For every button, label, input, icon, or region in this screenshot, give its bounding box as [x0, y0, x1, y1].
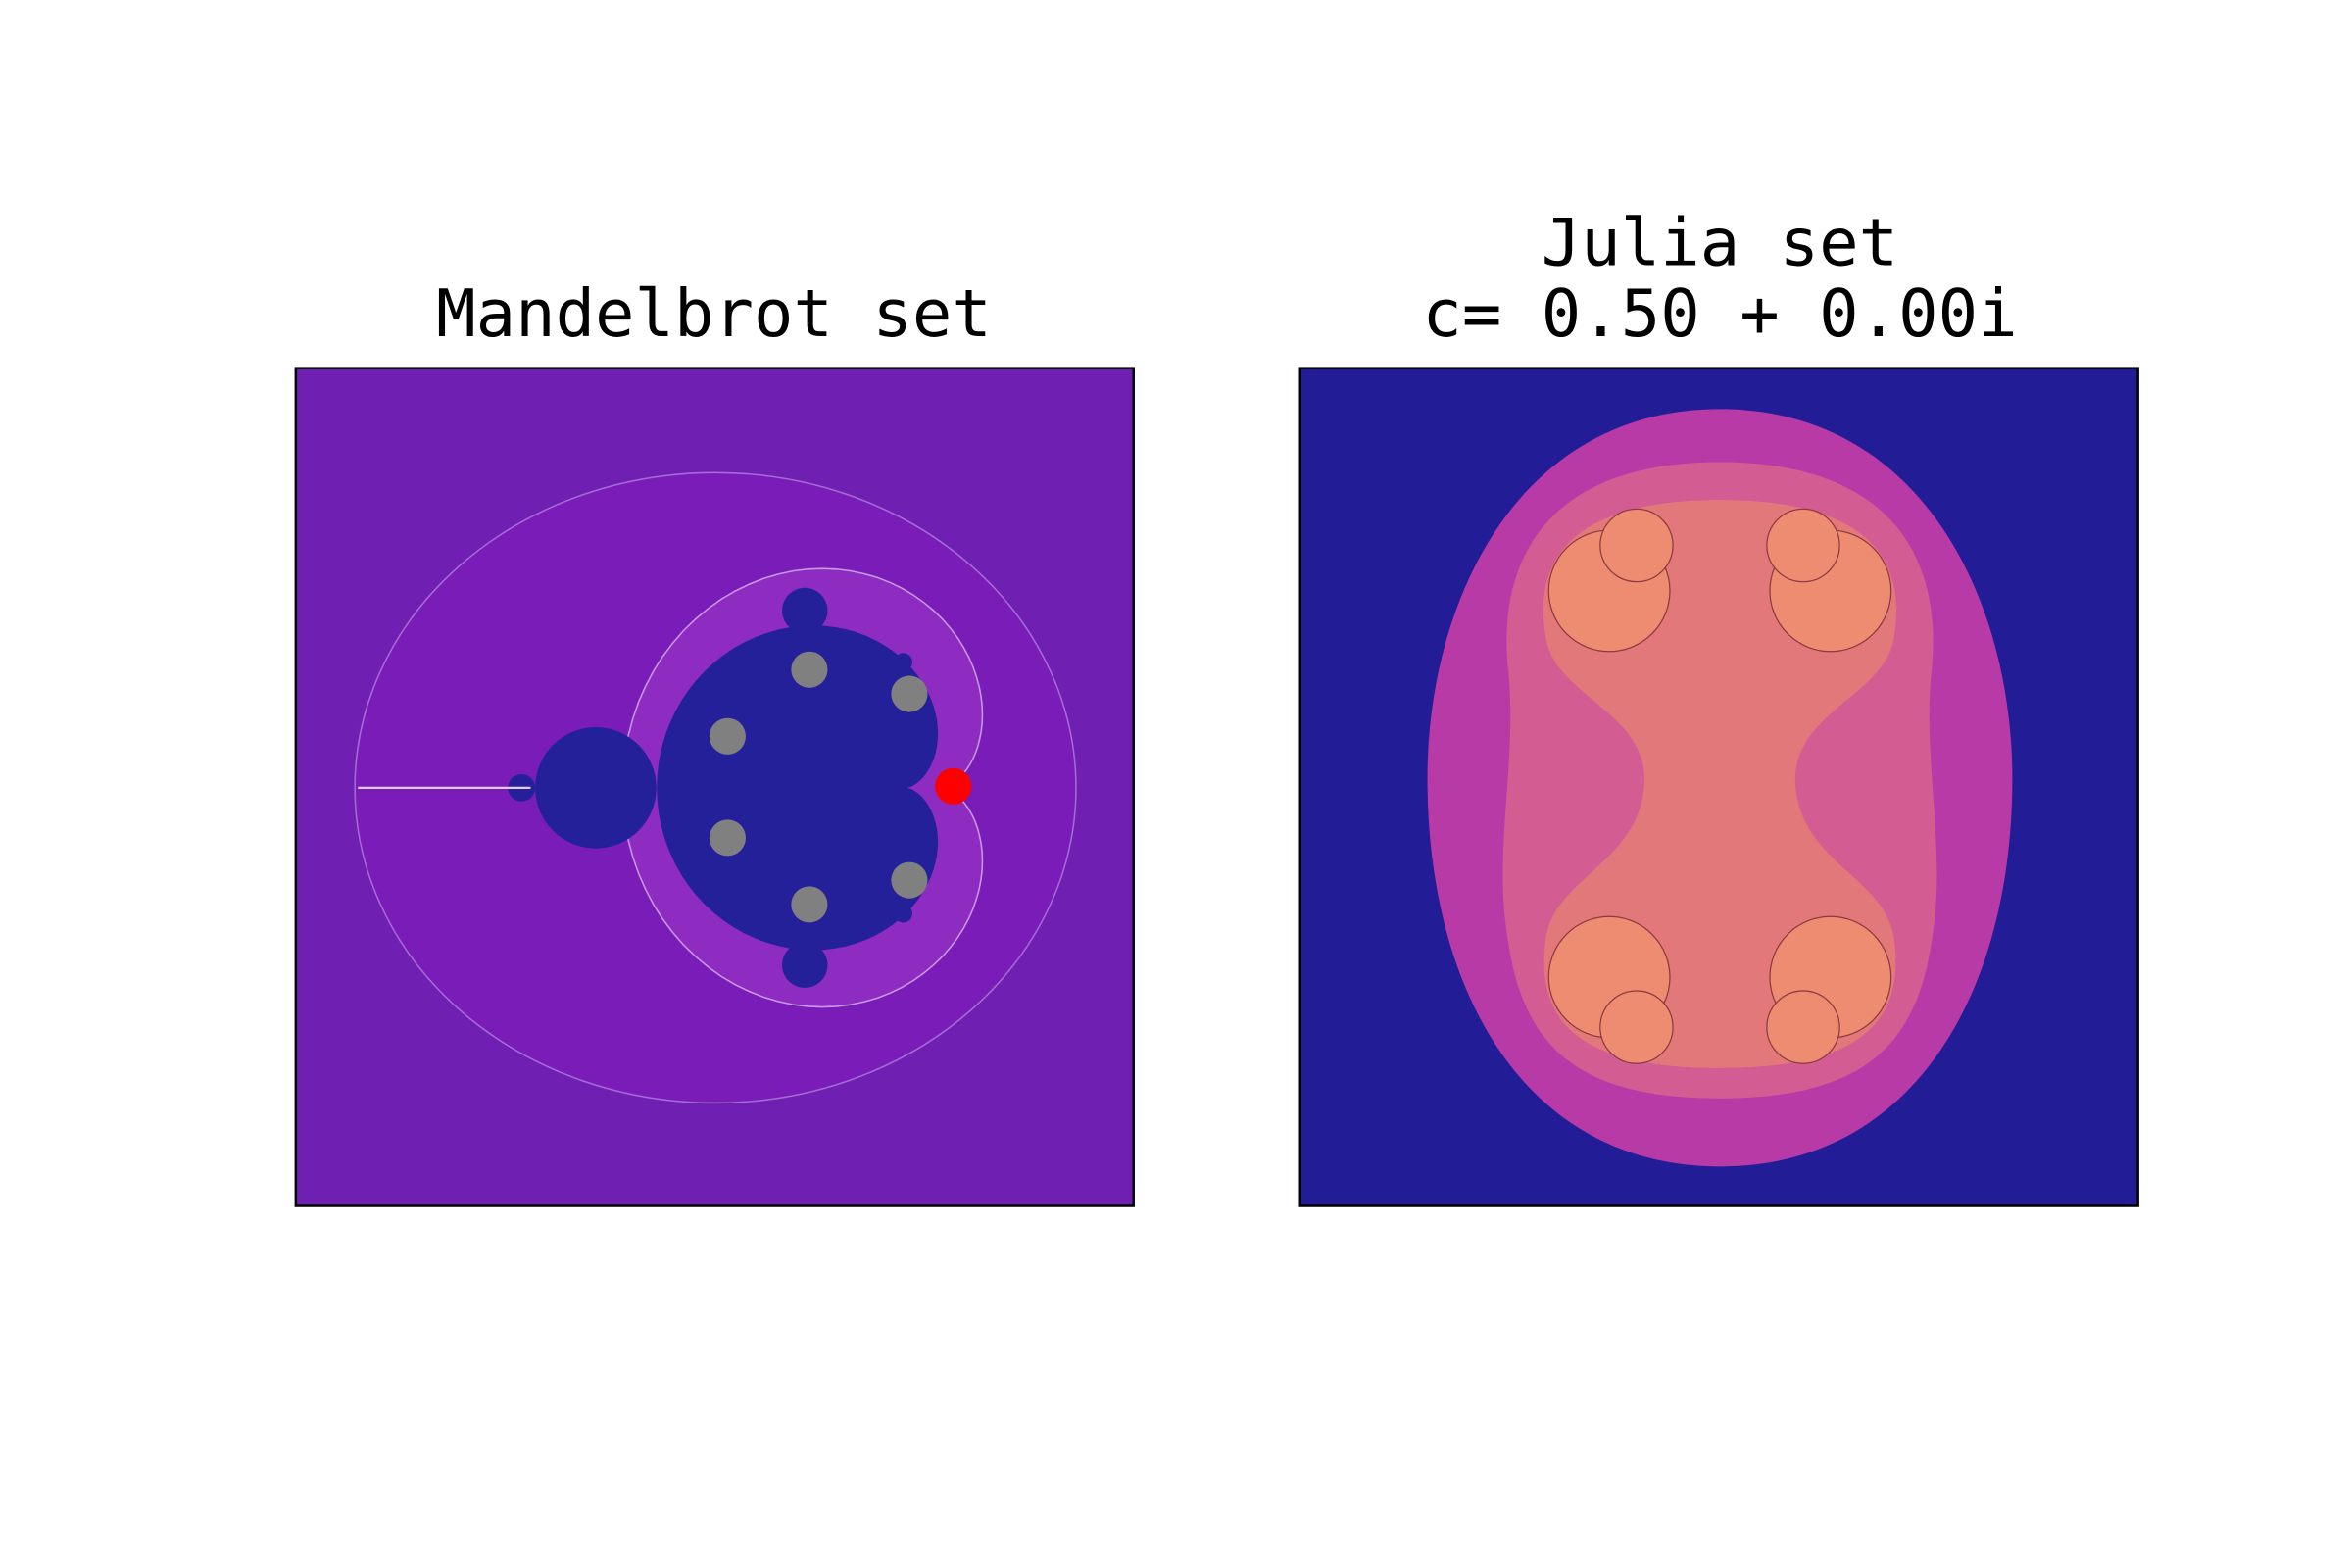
c-point [935, 767, 972, 805]
julia-image [1299, 368, 2138, 1206]
axes-frame [294, 367, 1135, 1207]
panel-title: c= 0.50 + 0.00i [1422, 275, 2017, 352]
axes-frame [1298, 367, 2139, 1207]
mandelbrot-image [295, 368, 1134, 1206]
panel-title: Mandelbrot set [436, 275, 992, 352]
orbit-points [709, 651, 928, 923]
panel-title: Julia set [1542, 205, 1898, 281]
